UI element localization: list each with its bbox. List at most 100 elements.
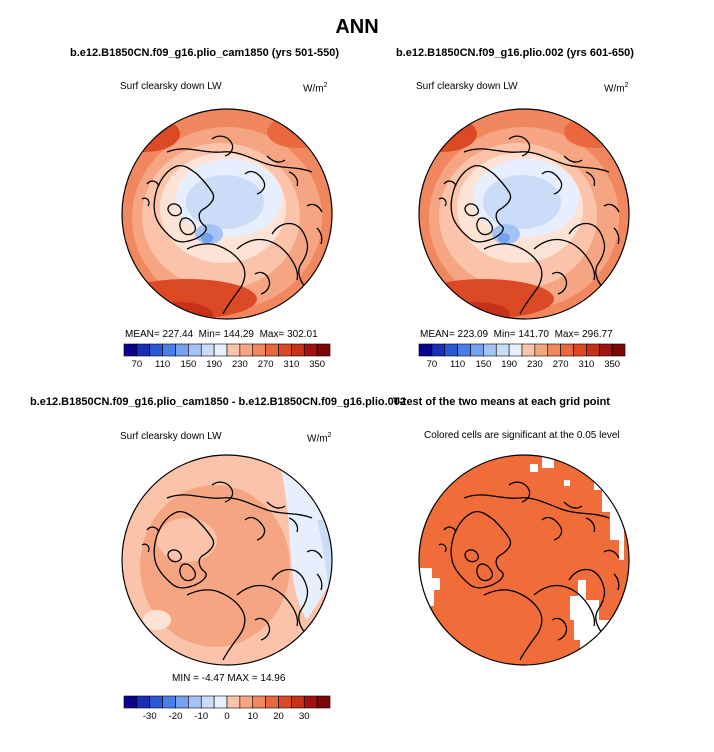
colorbar-box bbox=[483, 343, 497, 357]
panel-1-title: b.e12.B1850CN.f09_g16.plio_cam1850 (yrs … bbox=[70, 47, 340, 59]
colorbar-3: -30 -20 -10 0 10 20 30 bbox=[123, 695, 331, 722]
panel-4-title: T-test of the two means at each grid poi… bbox=[393, 396, 610, 408]
panel-2-title: b.e12.B1850CN.f09_g16.plio.002 (yrs 601-… bbox=[396, 47, 634, 59]
colorbar-box bbox=[136, 343, 151, 357]
panel-1-mean: 227.44 bbox=[162, 329, 194, 340]
colorbar-tick-label: 30 bbox=[299, 711, 310, 722]
colorbar-box bbox=[239, 695, 254, 709]
field-band bbox=[317, 520, 332, 600]
panel-3-min: -4.47 bbox=[201, 673, 225, 684]
colorbar-box bbox=[226, 343, 241, 357]
colorbar-box bbox=[175, 343, 189, 357]
colorbar-box bbox=[560, 343, 574, 357]
colorbar-box bbox=[213, 695, 228, 709]
colorbar-box bbox=[547, 343, 561, 357]
panel-2-stats: MEAN= 223.09 Min= 141.70 Max= 296.77 bbox=[420, 329, 613, 340]
colorbar-box bbox=[200, 695, 215, 709]
colorbar-tick-label: 350 bbox=[604, 359, 620, 370]
colorbar-box bbox=[136, 695, 151, 709]
colorbar-tick-label: 70 bbox=[427, 359, 438, 370]
panel-2-variable: Surf clearsky down LW bbox=[416, 81, 518, 92]
map-panel-2 bbox=[419, 109, 629, 319]
field-band bbox=[201, 233, 213, 243]
colorbar-box bbox=[123, 343, 138, 357]
colorbars: 70 110 150 190 230 270 310 350 70 110 150 190 230 270… bbox=[123, 343, 626, 722]
colorbar-tick-label: 230 bbox=[527, 359, 543, 370]
colorbar-box bbox=[495, 343, 510, 357]
colorbar-box bbox=[291, 695, 305, 709]
colorbar-tick-label: 150 bbox=[180, 359, 196, 370]
panel-3-units: W/m2 bbox=[307, 432, 332, 445]
colorbar-box bbox=[278, 695, 292, 709]
panel-1-units: W/m2 bbox=[303, 82, 328, 95]
panel-3-title: b.e12.B1850CN.f09_g16.plio_cam1850 - b.e… bbox=[30, 396, 407, 408]
colorbar-2: 70 110 150 190 230 270 310 350 bbox=[418, 343, 626, 370]
map-boundary-2 bbox=[418, 108, 630, 320]
colorbar-box bbox=[265, 343, 279, 357]
colorbar-box bbox=[149, 343, 163, 357]
field-band bbox=[498, 233, 510, 243]
colorbar-tick-label: 110 bbox=[155, 359, 170, 370]
field-band bbox=[143, 610, 171, 630]
nonsignificant-region bbox=[564, 480, 570, 486]
map-boundary-4 bbox=[418, 454, 630, 666]
field-band bbox=[438, 302, 510, 319]
colorbar-box bbox=[291, 343, 305, 357]
colorbar-box bbox=[213, 343, 228, 357]
map-boundary-3 bbox=[121, 454, 333, 666]
colorbar-box bbox=[457, 343, 471, 357]
panel-3-stats: MIN = -4.47 MAX = 14.96 bbox=[172, 673, 286, 684]
field-band bbox=[419, 116, 477, 152]
colorbar-box bbox=[200, 343, 215, 357]
colorbar-tick-label: -10 bbox=[194, 711, 208, 722]
colorbar-tick-label: -30 bbox=[143, 711, 157, 722]
colorbar-box bbox=[316, 343, 331, 357]
panel-3-max: 14.96 bbox=[260, 673, 286, 684]
field-band bbox=[122, 116, 180, 152]
figure-title: ANN bbox=[335, 16, 379, 38]
panel-1-min: 144.29 bbox=[223, 329, 254, 340]
panel-4-subtitle: Colored cells are significant at the 0.0… bbox=[424, 430, 620, 441]
colorbar-tick-label: 10 bbox=[247, 711, 258, 722]
colorbar-box bbox=[444, 343, 458, 357]
colorbar-box bbox=[586, 343, 600, 357]
map-boundary-1 bbox=[121, 108, 333, 320]
field-band bbox=[122, 279, 257, 319]
colorbar-tick-label: 270 bbox=[553, 359, 569, 370]
field-band bbox=[157, 518, 217, 562]
colorbar-box bbox=[316, 695, 331, 709]
colorbar-tick-label: 0 bbox=[224, 711, 229, 722]
colorbar-tick-label: 20 bbox=[273, 711, 284, 722]
map-panels bbox=[121, 108, 630, 666]
colorbar-tick-label: 110 bbox=[450, 359, 465, 370]
colorbar-box bbox=[162, 695, 176, 709]
colorbar-tick-label: 310 bbox=[283, 359, 299, 370]
colorbar-box bbox=[534, 343, 549, 357]
colorbar-box bbox=[226, 695, 241, 709]
colorbar-box bbox=[123, 695, 138, 709]
map-panel-4 bbox=[419, 455, 629, 665]
map-panel-1 bbox=[122, 109, 332, 319]
colorbar-box bbox=[252, 343, 266, 357]
colorbar-box bbox=[239, 343, 254, 357]
colorbar-tick-label: -20 bbox=[169, 711, 183, 722]
colorbar-box bbox=[188, 695, 202, 709]
panel-2-mean: 223.09 bbox=[457, 329, 489, 340]
field-band bbox=[186, 175, 264, 229]
panel-3-variable: Surf clearsky down LW bbox=[120, 431, 222, 442]
colorbar-box bbox=[252, 695, 266, 709]
panel-2-min: 141.70 bbox=[518, 329, 549, 340]
colorbar-tick-label: 310 bbox=[578, 359, 594, 370]
field-band bbox=[483, 175, 561, 229]
colorbar-box bbox=[149, 695, 163, 709]
panel-2-units: W/m2 bbox=[604, 82, 629, 95]
colorbar-tick-label: 70 bbox=[132, 359, 143, 370]
panel-2-max: 296.77 bbox=[582, 329, 613, 340]
colorbar-box bbox=[162, 343, 176, 357]
field-band bbox=[141, 302, 213, 319]
colorbar-box bbox=[278, 343, 292, 357]
nonsignificant-region bbox=[530, 464, 538, 472]
colorbar-tick-label: 350 bbox=[309, 359, 325, 370]
colorbar-box bbox=[188, 343, 202, 357]
